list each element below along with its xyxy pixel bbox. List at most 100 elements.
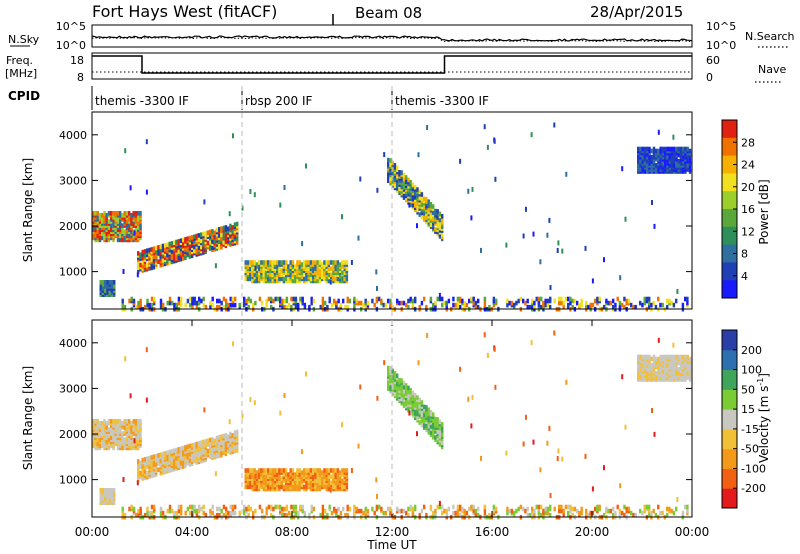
velocity-echo-cell bbox=[196, 509, 198, 514]
power-echo-cell bbox=[292, 273, 294, 278]
power-echo-cell bbox=[605, 299, 607, 304]
velocity-echo-cell bbox=[414, 393, 416, 398]
velocity-echo-cell bbox=[278, 476, 280, 481]
power-echo-cell bbox=[536, 297, 538, 302]
freq-label-line1: Freq. bbox=[6, 54, 33, 67]
velocity-echo-cell bbox=[173, 448, 175, 453]
velocity-echo-cell bbox=[329, 505, 331, 510]
cpid-segment-label: rbsp 200 IF bbox=[245, 94, 312, 108]
velocity-echo-cell bbox=[212, 505, 214, 510]
power-echo-cell bbox=[650, 303, 652, 308]
velocity-echo-cell bbox=[227, 511, 229, 516]
velocity-echo-cell bbox=[314, 468, 316, 473]
velocity-echo-cell bbox=[286, 505, 288, 510]
power-echo-cell bbox=[682, 167, 684, 172]
power-echo-cell bbox=[133, 211, 135, 216]
velocity-echo-cell bbox=[464, 509, 466, 514]
power-echo-cell bbox=[314, 277, 316, 282]
power-echo-cell bbox=[648, 147, 650, 152]
velocity-echo-cell bbox=[443, 509, 445, 514]
velocity-echo-cell bbox=[102, 488, 104, 493]
power-echo-cell bbox=[596, 297, 598, 302]
velocity-scatter-cell bbox=[472, 395, 474, 400]
power-echo-cell bbox=[560, 301, 562, 306]
power-echo-cell bbox=[225, 225, 227, 230]
power-scatter-cell bbox=[249, 189, 251, 194]
power-echo-cell bbox=[323, 260, 325, 265]
power-echo-cell bbox=[387, 178, 389, 183]
power-echo-cell bbox=[405, 303, 407, 308]
velocity-echo-cell bbox=[394, 371, 396, 376]
power-echo-cell bbox=[660, 147, 662, 152]
power-echo-cell bbox=[160, 299, 162, 304]
velocity-scatter-cell bbox=[446, 509, 448, 514]
power-scatter-cell bbox=[215, 263, 217, 268]
velocity-echo-cell bbox=[101, 427, 103, 432]
velocity-echo-cell bbox=[101, 444, 103, 449]
power-echo-cell bbox=[680, 147, 682, 152]
power-scatter-cell bbox=[416, 223, 418, 228]
power-echo-cell bbox=[585, 301, 587, 306]
power-echo-cell bbox=[146, 263, 148, 268]
velocity-scatter-cell bbox=[621, 374, 623, 379]
power-echo-cell bbox=[387, 162, 389, 167]
velocity-colorbar-tick-label: 15 bbox=[741, 403, 755, 416]
power-echo-cell bbox=[305, 260, 307, 265]
velocity-echo-cell bbox=[299, 505, 301, 510]
power-echo-cell bbox=[146, 303, 148, 308]
velocity-scatter-cell bbox=[525, 415, 527, 420]
power-echo-cell bbox=[332, 271, 334, 276]
power-scatter-cell bbox=[137, 272, 139, 277]
power-echo-cell bbox=[175, 240, 177, 245]
velocity-echo-cell bbox=[110, 435, 112, 440]
power-echo-cell bbox=[110, 211, 112, 216]
velocity-echo-cell bbox=[569, 509, 571, 514]
velocity-scatter-cell bbox=[546, 441, 548, 446]
velocity-echo-cell bbox=[414, 411, 416, 416]
velocity-echo-cell bbox=[680, 377, 682, 382]
power-echo-cell bbox=[288, 303, 290, 308]
power-echo-cell bbox=[653, 301, 655, 306]
power-echo-cell bbox=[527, 299, 529, 304]
velocity-echo-cell bbox=[332, 474, 334, 479]
power-echo-cell bbox=[269, 273, 271, 278]
power-echo-cell bbox=[191, 297, 193, 302]
power-echo-cell bbox=[396, 182, 398, 187]
velocity-echo-cell bbox=[198, 441, 200, 446]
velocity-colorbar-tick-label: -100 bbox=[741, 462, 766, 475]
power-echo-cell bbox=[337, 271, 339, 276]
power-echo-cell bbox=[121, 229, 123, 234]
velocity-scatter-cell bbox=[376, 396, 378, 401]
power-colorbar-swatch bbox=[722, 227, 737, 245]
power-echo-cell bbox=[245, 268, 247, 273]
power-echo-cell bbox=[655, 153, 657, 158]
velocity-echo-cell bbox=[596, 505, 598, 510]
noise-right-label: N.Search bbox=[745, 30, 795, 43]
velocity-echo-cell bbox=[554, 507, 556, 512]
power-echo-cell bbox=[189, 236, 191, 241]
velocity-echo-cell bbox=[666, 355, 668, 360]
velocity-echo-cell bbox=[410, 388, 412, 393]
velocity-echo-cell bbox=[644, 505, 646, 510]
power-echo-cell bbox=[594, 299, 596, 304]
velocity-echo-cell bbox=[344, 485, 346, 490]
power-echo-cell bbox=[153, 297, 155, 302]
velocity-echo-cell bbox=[389, 507, 391, 512]
velocity-scatter-cell bbox=[301, 449, 303, 454]
power-echo-cell bbox=[142, 260, 144, 265]
velocity-scatter-cell bbox=[134, 438, 136, 443]
power-echo-cell bbox=[335, 301, 337, 306]
velocity-echo-cell bbox=[416, 402, 418, 407]
power-echo-cell bbox=[304, 303, 306, 308]
velocity-echo-cell bbox=[612, 507, 614, 512]
noise-left-tick-bottom: 10^0 bbox=[56, 39, 86, 52]
power-echo-cell bbox=[106, 290, 108, 295]
velocity-scatter-cell bbox=[359, 385, 361, 390]
power-echo-cell bbox=[416, 187, 418, 192]
velocity-echo-cell bbox=[405, 511, 407, 516]
velocity-echo-cell bbox=[428, 407, 430, 412]
velocity-echo-cell bbox=[225, 441, 227, 446]
velocity-echo-cell bbox=[115, 435, 117, 440]
power-echo-cell bbox=[639, 163, 641, 168]
velocity-echo-cell bbox=[389, 385, 391, 390]
